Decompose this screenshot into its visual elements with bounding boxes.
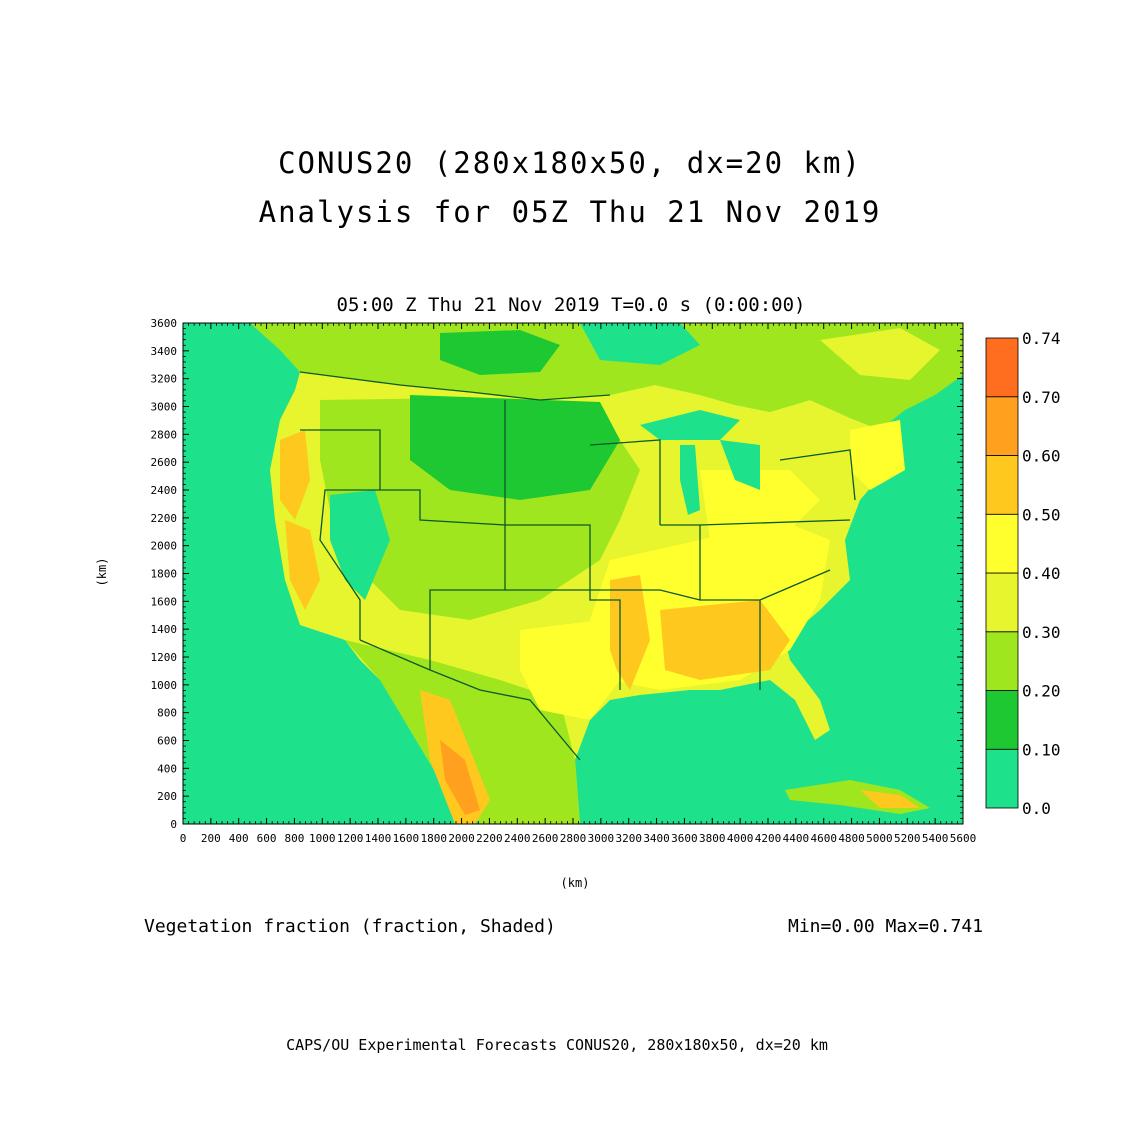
great-basin-green xyxy=(330,490,390,600)
x-tick-label: 1600 xyxy=(393,832,420,845)
x-tick-label: 5400 xyxy=(922,832,949,845)
x-tick-label: 1000 xyxy=(309,832,336,845)
x-tick-label: 4200 xyxy=(755,832,782,845)
colorbar: 0.0 0.10 0.20 0.30 0.40 0.50 0.60 0.70 0.74 xyxy=(985,329,1061,818)
y-tick-label: 2200 xyxy=(151,512,178,525)
colorbar-swatch xyxy=(985,690,1019,750)
y-tick-label: 3200 xyxy=(151,373,178,386)
x-tick-label: 4400 xyxy=(783,832,810,845)
southeast-orange xyxy=(660,600,790,680)
y-tick-label: 1000 xyxy=(151,679,178,692)
x-tick-label: 4800 xyxy=(838,832,865,845)
x-tick-label: 5200 xyxy=(894,832,921,845)
y-axis-label: (km) xyxy=(95,558,109,587)
x-tick-label: 3400 xyxy=(643,832,670,845)
colorbar-level-label: 0.0 xyxy=(1022,799,1051,818)
variable-label: Vegetation fraction (fraction, Shaded) xyxy=(144,916,556,937)
colorbar-swatch xyxy=(985,748,1019,809)
colorbar-swatch xyxy=(985,572,1019,633)
texas-yellow xyxy=(520,620,620,720)
x-tick-label: 5600 xyxy=(950,832,977,845)
y-tick-label: 2000 xyxy=(151,540,178,553)
y-tick-label: 1200 xyxy=(151,651,178,664)
colorbar-level-label: 0.30 xyxy=(1022,623,1061,642)
title-line-1: CONUS20 (280x180x50, dx=20 km) xyxy=(278,146,862,180)
y-tick-label: 1800 xyxy=(151,568,178,581)
colorbar-level-label: 0.70 xyxy=(1022,388,1061,407)
x-tick-label: 2200 xyxy=(476,832,503,845)
northeast-yellow xyxy=(850,420,905,490)
colorbar-swatch xyxy=(985,455,1019,515)
x-tick-label: 2800 xyxy=(560,832,587,845)
x-tick-label: 400 xyxy=(229,832,249,845)
y-tick-label: 2600 xyxy=(151,456,178,469)
x-tick-label: 1200 xyxy=(337,832,364,845)
y-tick-label: 800 xyxy=(157,707,177,720)
y-tick-label: 200 xyxy=(157,790,177,803)
min-max-label: Min=0.00 Max=0.741 xyxy=(788,916,984,937)
lake-superior xyxy=(640,410,740,440)
valid-time-label: 05:00 Z Thu 21 Nov 2019 T=0.0 s (0:00:00… xyxy=(336,294,806,316)
x-tick-label: 200 xyxy=(201,832,221,845)
x-axis-ticks: 0 200 400 600 800 1000 1200 1400 1600 1800 2000 220… xyxy=(180,323,977,845)
x-tick-label: 5000 xyxy=(866,832,893,845)
y-tick-label: 3600 xyxy=(151,317,178,330)
x-tick-label: 1400 xyxy=(365,832,392,845)
x-tick-label: 3200 xyxy=(615,832,642,845)
northern-plains-dark xyxy=(410,395,620,500)
cuba-yellow xyxy=(860,790,920,808)
x-axis-label: (km) xyxy=(561,876,590,890)
y-tick-label: 1600 xyxy=(151,595,178,608)
title-line-2: Analysis for 05Z Thu 21 Nov 2019 xyxy=(258,195,882,229)
pacific-nw-orange xyxy=(280,430,310,520)
x-tick-label: 4000 xyxy=(727,832,754,845)
y-axis-ticks: 0 200 400 600 800 1000 1200 1400 1600 1800 2000 220… xyxy=(151,317,963,831)
lake-huron xyxy=(720,440,760,490)
colorbar-swatch xyxy=(985,337,1019,398)
credit-line: CAPS/OU Experimental Forecasts CONUS20, … xyxy=(286,1036,828,1054)
hudson-region-green xyxy=(580,323,700,365)
colorbar-level-label: 0.74 xyxy=(1022,329,1061,348)
colorbar-level-label: 0.40 xyxy=(1022,564,1061,583)
california-orange xyxy=(285,520,320,610)
y-tick-label: 3000 xyxy=(151,401,178,414)
y-tick-label: 2400 xyxy=(151,484,178,497)
colorbar-level-label: 0.60 xyxy=(1022,447,1061,466)
x-tick-label: 0 xyxy=(180,832,187,845)
x-tick-label: 2600 xyxy=(532,832,559,845)
colorbar-level-label: 0.10 xyxy=(1022,740,1061,759)
canada-yellow-patch xyxy=(820,328,940,380)
sierra-madre-peak xyxy=(440,740,480,815)
x-tick-label: 2000 xyxy=(448,832,475,845)
colorbar-level-label: 0.50 xyxy=(1022,505,1061,524)
canada-landmass xyxy=(250,323,963,430)
x-tick-label: 600 xyxy=(257,832,277,845)
colorbar-swatch xyxy=(985,513,1019,574)
vegetation-field xyxy=(250,323,963,824)
x-tick-label: 2400 xyxy=(504,832,531,845)
y-tick-label: 600 xyxy=(157,735,177,748)
x-tick-label: 3000 xyxy=(588,832,615,845)
colorbar-level-label: 0.20 xyxy=(1022,682,1061,701)
y-tick-label: 2800 xyxy=(151,428,178,441)
y-tick-label: 0 xyxy=(170,818,177,831)
lake-michigan xyxy=(680,445,700,515)
state-boundaries xyxy=(299,371,856,761)
y-tick-label: 3400 xyxy=(151,345,178,358)
colorbar-swatch xyxy=(985,396,1019,456)
x-tick-label: 800 xyxy=(284,832,304,845)
x-tick-label: 3600 xyxy=(671,832,698,845)
colorbar-swatch xyxy=(985,631,1019,691)
x-tick-label: 4600 xyxy=(810,832,837,845)
x-tick-label: 1800 xyxy=(420,832,447,845)
x-tick-label: 3800 xyxy=(699,832,726,845)
canada-dark-patch xyxy=(440,330,560,375)
y-tick-label: 1400 xyxy=(151,623,178,636)
y-tick-label: 400 xyxy=(157,762,177,775)
